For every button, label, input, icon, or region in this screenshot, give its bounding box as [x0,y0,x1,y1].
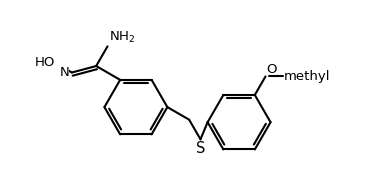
Text: S: S [196,141,205,155]
Text: O: O [266,63,277,76]
Text: N: N [60,66,70,79]
Text: NH$_2$: NH$_2$ [109,30,135,45]
Text: HO: HO [35,56,55,69]
Text: methyl: methyl [284,70,330,83]
